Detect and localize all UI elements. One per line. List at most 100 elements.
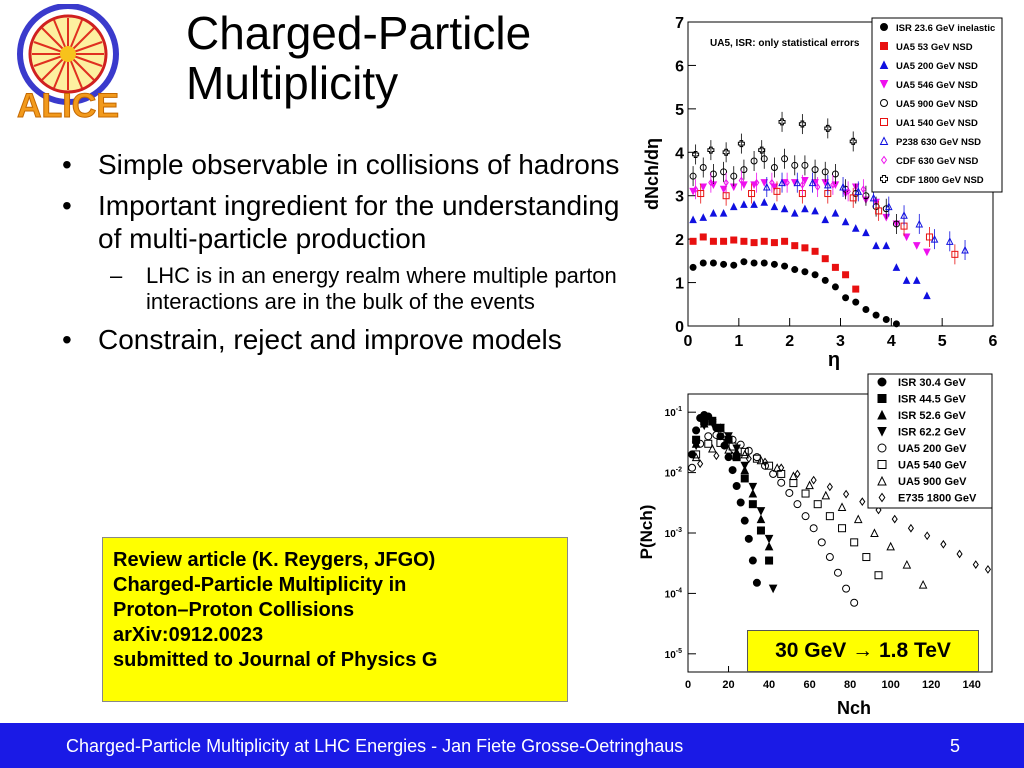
data-point xyxy=(729,202,738,211)
legend-entry: UA5 546 GeV NSD xyxy=(896,80,978,91)
y-tick-label: 10-4 xyxy=(665,587,682,600)
data-point xyxy=(740,516,749,525)
data-point xyxy=(808,178,817,187)
legend-marker xyxy=(877,443,887,453)
x-tick-label: 2 xyxy=(785,333,794,350)
data-point xyxy=(811,271,819,279)
y-tick-exponent: -4 xyxy=(676,587,682,594)
y-tick-label: 10-2 xyxy=(665,467,682,480)
data-point xyxy=(709,237,717,245)
data-point xyxy=(689,237,697,245)
data-point xyxy=(839,182,847,191)
legend-entry: E735 1800 GeV xyxy=(898,493,977,505)
data-point xyxy=(781,237,789,245)
data-point xyxy=(740,461,750,471)
data-point xyxy=(750,157,758,165)
legend-marker xyxy=(877,394,887,403)
data-point xyxy=(892,220,900,228)
data-point xyxy=(798,120,806,128)
data-point xyxy=(882,315,890,323)
legend-entry: ISR 52.6 GeV xyxy=(898,410,967,422)
data-point xyxy=(849,194,857,202)
data-point xyxy=(833,568,842,577)
data-point xyxy=(814,183,821,191)
data-point xyxy=(826,482,833,492)
legend-entry: UA5 900 GeV xyxy=(898,476,967,488)
bullet-text: Important ingredient for the understandi… xyxy=(98,190,620,254)
y-tick-label: 1 xyxy=(675,276,684,293)
data-point xyxy=(781,155,789,163)
legend-entry: UA5 540 GeV xyxy=(898,460,967,472)
data-point xyxy=(720,237,728,245)
data-point xyxy=(707,146,715,154)
data-point xyxy=(824,124,832,132)
data-point xyxy=(811,206,819,215)
data-point xyxy=(831,283,839,291)
data-point xyxy=(758,146,766,154)
data-point xyxy=(902,559,912,569)
x-tick-label: 0 xyxy=(684,333,693,350)
data-point xyxy=(722,148,730,156)
data-point xyxy=(756,526,765,535)
data-point xyxy=(720,432,729,441)
series-3 xyxy=(691,419,778,594)
data-point xyxy=(708,419,717,428)
data-point xyxy=(886,541,895,551)
legend-marker xyxy=(880,155,888,165)
data-point xyxy=(756,507,766,516)
data-point xyxy=(777,478,786,487)
x-tick-label: 120 xyxy=(922,679,940,691)
legend-marker xyxy=(880,23,888,31)
data-point xyxy=(902,233,911,242)
data-point xyxy=(860,185,867,194)
series-1 xyxy=(689,233,860,293)
data-point xyxy=(872,311,880,319)
legend: ISR 30.4 GeV ISR 44.5 GeV ISR 52.6 GeV ISR … xyxy=(867,373,993,509)
data-point xyxy=(923,291,931,300)
legend-marker xyxy=(880,99,888,107)
data-point xyxy=(912,276,921,284)
review-line: arXiv:0912.0023 xyxy=(113,624,264,646)
data-point xyxy=(691,441,701,451)
review-line: Proton–Proton Collisions xyxy=(113,599,355,621)
y-tick-label: 10-3 xyxy=(665,527,682,540)
data-point xyxy=(730,261,738,269)
x-tick-label: 20 xyxy=(722,679,734,691)
data-point xyxy=(770,202,779,211)
data-point xyxy=(697,459,704,469)
x-tick-label: 1 xyxy=(734,333,743,350)
data-point xyxy=(892,263,901,271)
legend-entry: UA5 900 GeV NSD xyxy=(896,99,978,110)
data-point xyxy=(732,444,741,454)
data-point xyxy=(688,463,697,472)
footer-bar: Charged-Particle Multiplicity at LHC Ene… xyxy=(0,723,1024,768)
data-point xyxy=(875,207,883,215)
data-point xyxy=(841,217,850,226)
data-point xyxy=(770,183,779,192)
data-point xyxy=(823,180,832,189)
data-point xyxy=(956,549,963,559)
data-point xyxy=(770,163,778,171)
data-point xyxy=(761,461,770,470)
data-point xyxy=(760,259,768,267)
x-axis-label: Nch xyxy=(837,698,871,718)
data-point xyxy=(791,242,799,250)
data-point xyxy=(781,262,789,270)
legend-marker xyxy=(879,136,889,145)
data-point xyxy=(778,463,785,473)
data-point xyxy=(875,505,882,515)
data-point xyxy=(728,466,737,475)
x-tick-label: 40 xyxy=(763,679,775,691)
x-tick-label: 6 xyxy=(989,333,998,350)
x-tick-label: 0 xyxy=(685,679,691,691)
data-point xyxy=(862,192,870,200)
data-point xyxy=(961,245,969,254)
data-point xyxy=(740,447,749,456)
data-point xyxy=(720,260,728,268)
data-point xyxy=(699,233,707,241)
data-point xyxy=(740,449,750,459)
data-point xyxy=(750,200,758,208)
data-point xyxy=(791,161,799,169)
data-point xyxy=(697,190,705,198)
data-point xyxy=(785,488,794,497)
